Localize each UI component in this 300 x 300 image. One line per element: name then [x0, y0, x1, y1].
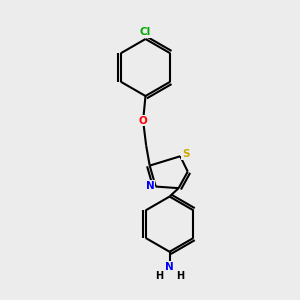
Text: N: N: [146, 181, 155, 191]
Text: S: S: [182, 149, 189, 159]
Text: N: N: [165, 262, 174, 272]
Text: H: H: [176, 271, 184, 281]
Text: H: H: [155, 271, 163, 281]
Text: Cl: Cl: [140, 27, 151, 38]
Text: O: O: [139, 116, 148, 126]
